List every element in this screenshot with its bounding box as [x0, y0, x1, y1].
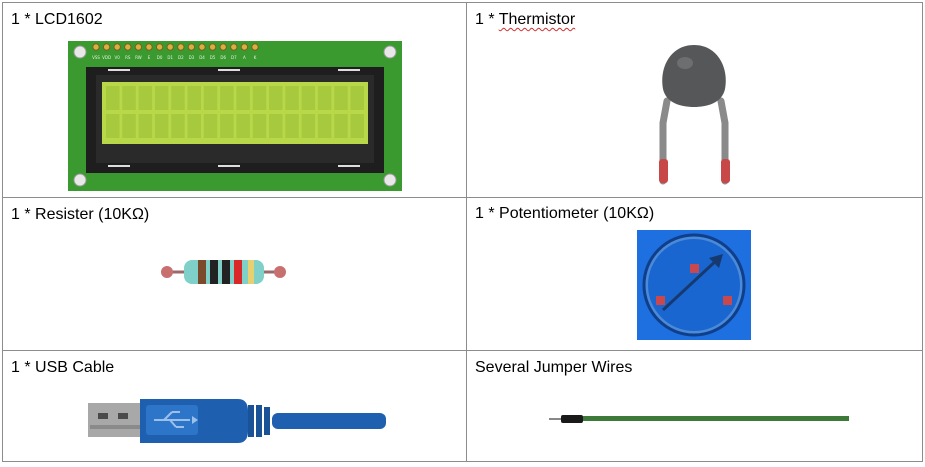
lcd-pin: [124, 43, 132, 51]
resistor-icon: [161, 260, 286, 284]
cell-usb-cable: 1 * USB Cable: [2, 350, 467, 462]
lcd-pin-label: RS: [125, 55, 131, 60]
potentiometer-icon: [637, 230, 751, 340]
lcd-pin-label: D4: [199, 55, 205, 60]
lcd-char-cell: [171, 114, 185, 138]
lcd-pin-label: VDD: [102, 55, 111, 60]
lcd-char-cell: [252, 114, 267, 138]
lcd-char-cell: [154, 114, 169, 138]
lcd-pin-label: RW: [135, 55, 142, 60]
lcd-char-cell: [334, 86, 348, 110]
lcd-char-cell: [317, 86, 332, 110]
lcd-char-cell: [106, 86, 120, 110]
label-potentiometer: 1 * Potentiometer (10KΩ): [475, 205, 655, 222]
lcd-char-cell: [203, 86, 218, 110]
cell-jumper-wires: Several Jumper Wires: [466, 350, 923, 462]
lcd-char-cell: [301, 114, 316, 138]
lcd-pin: [134, 43, 143, 51]
lcd-pin-label: VSS: [92, 55, 100, 60]
lcd-char-cell: [236, 114, 250, 138]
lcd-pin: [251, 43, 259, 51]
lcd-pin: [219, 43, 227, 51]
lcd-pin-label: D5: [210, 55, 216, 60]
lcd-pin: [113, 43, 121, 51]
thermistor-icon: [659, 45, 730, 185]
cell-thermistor: 1 * Thermistor: [466, 2, 923, 198]
label-thermistor: 1 * Thermistor: [475, 11, 576, 28]
lcd-pin: [198, 43, 206, 51]
lcd-char-cell: [334, 114, 348, 138]
lcd-pin: [230, 43, 238, 51]
lcd-char-cell: [350, 86, 364, 110]
lcd-pin: [102, 43, 111, 51]
lcd-char-cell: [269, 86, 283, 110]
lcd-pin-label: D7: [231, 55, 237, 60]
lcd-pin: [92, 43, 100, 51]
lcd-char-cell: [154, 86, 169, 110]
lcd-char-cell: [138, 86, 153, 110]
lcd-pin: [208, 43, 217, 51]
lcd-pin-label: D0: [157, 55, 163, 60]
lcd-pin-label: E: [148, 55, 151, 60]
lcd-char-cell: [301, 86, 316, 110]
lcd-char-cell: [236, 86, 250, 110]
lcd-pin-label: V0: [115, 55, 121, 60]
lcd-char-cell: [122, 114, 136, 138]
lcd-char-cell: [285, 86, 299, 110]
lcd-char-cell: [252, 86, 267, 110]
lcd-char-cell: [317, 114, 332, 138]
lcd-char-cell: [106, 114, 120, 138]
usb-cable-icon: [88, 399, 386, 443]
jumper-wire-icon: [549, 415, 849, 423]
label-jumper-wires: Several Jumper Wires: [475, 359, 633, 376]
lcd-char-cell: [171, 86, 185, 110]
lcd-char-cell: [203, 114, 218, 138]
lcd-pin-label: K: [254, 55, 257, 60]
cell-potentiometer: 1 * Potentiometer (10KΩ): [466, 197, 923, 351]
lcd-pin-label: D3: [189, 55, 195, 60]
cell-resistor: 1 * Resister (10KΩ): [2, 197, 467, 351]
lcd-pin: [155, 43, 164, 51]
label-lcd1602: 1 * LCD1602: [11, 11, 103, 28]
lcd-char-cell: [138, 114, 153, 138]
lcd-pin: [240, 43, 249, 51]
label-usb-cable: 1 * USB Cable: [11, 359, 115, 376]
lcd-char-cell: [220, 86, 234, 110]
lcd1602-icon: VSS VDD V0 RS RW E D0 D1 D2 D3 D4 D5 D6 D7 A K: [68, 41, 402, 191]
lcd-pin: [166, 43, 174, 51]
lcd-char-cell: [269, 114, 283, 138]
lcd-pin-label: A: [243, 55, 246, 60]
lcd-pin: [145, 43, 153, 51]
lcd-char-cell: [220, 114, 234, 138]
lcd-pin-label: D6: [220, 55, 226, 60]
cell-lcd1602: 1 * LCD1602 VSS VDD V0 RS RW E D0 D1 D2 D3 D4 D5 D6 D…: [2, 2, 467, 198]
label-resistor: 1 * Resister (10KΩ): [11, 206, 150, 223]
lcd-pin-label: D2: [178, 55, 184, 60]
lcd-char-cell: [187, 86, 201, 110]
lcd-pin: [177, 43, 185, 51]
lcd-char-cell: [285, 114, 299, 138]
lcd-pin-label: D1: [167, 55, 173, 60]
lcd-pin: [187, 43, 196, 51]
lcd-char-cell: [122, 86, 136, 110]
lcd-char-cell: [350, 114, 364, 138]
lcd-char-cell: [187, 114, 201, 138]
